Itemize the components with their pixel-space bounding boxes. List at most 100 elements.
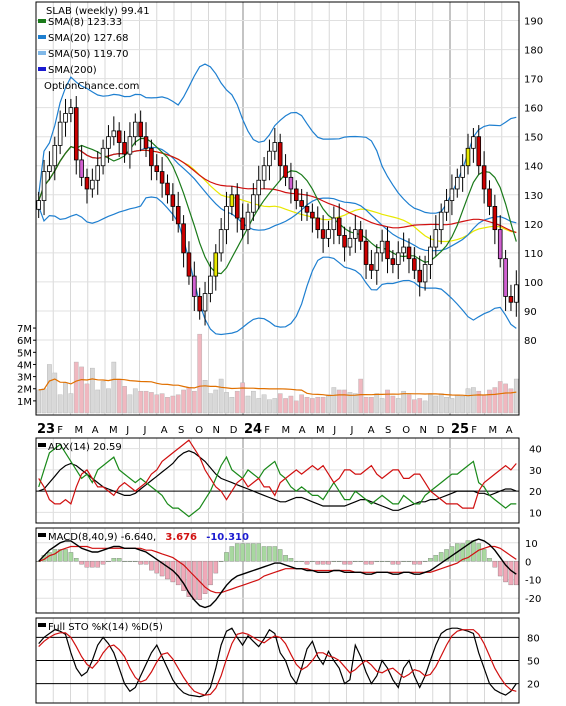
month-label: A xyxy=(506,425,513,436)
volume-bar xyxy=(347,392,353,414)
month-label: M xyxy=(109,425,118,436)
volume-bar xyxy=(363,397,369,414)
volume-bar xyxy=(326,394,331,414)
volume-bar xyxy=(41,388,47,414)
macd-tick-label: 0 xyxy=(525,557,531,568)
candle-body xyxy=(143,136,149,149)
candle-body xyxy=(331,217,337,231)
volume-bar xyxy=(52,372,58,414)
macd-histogram-bar xyxy=(90,561,95,568)
volume-bar xyxy=(433,395,439,414)
macd-histogram-bar xyxy=(406,561,412,563)
legend-sma200: SMA(200) xyxy=(48,65,97,76)
volume-bar xyxy=(310,398,315,414)
sto-swatch xyxy=(38,623,46,627)
sma-long-line xyxy=(38,146,517,234)
macd-histogram-bar xyxy=(401,561,406,563)
candle-body xyxy=(127,136,133,155)
volume-bar xyxy=(471,387,476,414)
adx-tick-label: 20 xyxy=(529,487,542,498)
candle-body xyxy=(412,258,417,271)
candle-body xyxy=(52,145,58,167)
macd-histogram-bar xyxy=(460,543,465,562)
candle-body xyxy=(315,217,321,231)
macd-histogram-bar xyxy=(476,543,482,562)
month-label: A xyxy=(92,425,99,436)
macd-histogram-bar xyxy=(116,558,122,562)
macd-histogram-bar xyxy=(245,543,251,562)
macd-histogram-bar xyxy=(234,543,240,562)
volume-bar xyxy=(251,390,256,414)
macd-swatch xyxy=(38,533,46,537)
candle-body xyxy=(224,205,229,231)
candle-body xyxy=(186,252,192,277)
macd-tick-label: -20 xyxy=(525,594,541,605)
candle-body xyxy=(170,194,176,207)
volume-bar xyxy=(395,398,401,414)
volume-bar xyxy=(497,381,503,414)
volume-bar xyxy=(487,389,492,414)
macd-histogram-bar xyxy=(353,561,358,563)
macd-histogram-bar xyxy=(385,561,390,563)
candle-body xyxy=(251,194,256,213)
price-tick-label: 120 xyxy=(524,220,543,231)
candle-body xyxy=(379,240,385,254)
candle-body xyxy=(310,211,315,219)
volume-bar xyxy=(122,386,127,414)
macd-tick-label: 10 xyxy=(525,539,538,550)
sto-legend: Full STO %K(14) %D(5) xyxy=(38,622,163,633)
candle-body xyxy=(63,113,68,123)
macd-histogram-bar xyxy=(320,561,326,565)
candle-body xyxy=(122,142,127,155)
macd-histogram-bar xyxy=(197,561,202,600)
volume-tick-label: 2M xyxy=(17,385,32,396)
candle-body xyxy=(492,205,498,231)
volume-bar xyxy=(406,394,412,414)
volume-bar xyxy=(379,398,385,414)
candle-body xyxy=(406,246,412,260)
candle-body xyxy=(503,258,508,297)
volume-tick-label: 7M xyxy=(17,324,32,335)
volume-bar xyxy=(476,390,482,414)
macd-histogram-bar xyxy=(465,540,471,562)
month-label: J xyxy=(350,425,354,436)
volume-bar xyxy=(63,382,68,414)
sto-tick-label: 20 xyxy=(527,680,540,691)
volume-bar xyxy=(256,398,262,414)
volume-bar xyxy=(240,382,245,414)
price-tick-label: 140 xyxy=(524,162,543,173)
volume-bar xyxy=(57,394,63,414)
price-legend: SLAB (weekly) 99.41 SMA(8) 123.33 SMA(20… xyxy=(38,6,150,92)
candle-body xyxy=(428,246,433,265)
volume-bar xyxy=(159,393,165,414)
macd-histogram-bar xyxy=(363,561,369,565)
volume-average xyxy=(38,378,517,397)
volume-bar xyxy=(191,390,197,414)
month-label: F xyxy=(57,425,63,436)
legend-sma8: SMA(8) 123.33 xyxy=(48,17,122,28)
candle-body xyxy=(202,293,208,312)
macd-histogram-bar xyxy=(52,549,58,562)
volume-bar xyxy=(181,389,186,414)
candle-body xyxy=(73,107,79,161)
price-tick-label: 110 xyxy=(524,249,543,260)
macd-histogram-bar xyxy=(213,561,219,574)
volume-bar xyxy=(277,393,283,414)
candle-body xyxy=(363,240,369,265)
macd-panel xyxy=(36,538,519,609)
month-label: F xyxy=(471,425,477,436)
macd-histogram-bar xyxy=(358,561,363,563)
candle-body xyxy=(229,194,235,207)
adx-tick-label: 10 xyxy=(529,508,542,519)
adx-label: ADX(14) 20.59 xyxy=(48,442,122,453)
macd-legend: MACD(8,40,9) -6.640, 3.676 -10.310 xyxy=(38,532,249,543)
volume-bar xyxy=(36,389,42,414)
volume-bar xyxy=(299,394,304,414)
sto-series-d xyxy=(38,629,517,696)
candle-body xyxy=(471,136,476,149)
candle-body xyxy=(395,252,401,265)
sma8-line xyxy=(38,137,517,275)
volume-bar xyxy=(352,393,358,414)
macd-histogram-bar xyxy=(272,546,278,562)
volume-bar xyxy=(143,390,149,414)
